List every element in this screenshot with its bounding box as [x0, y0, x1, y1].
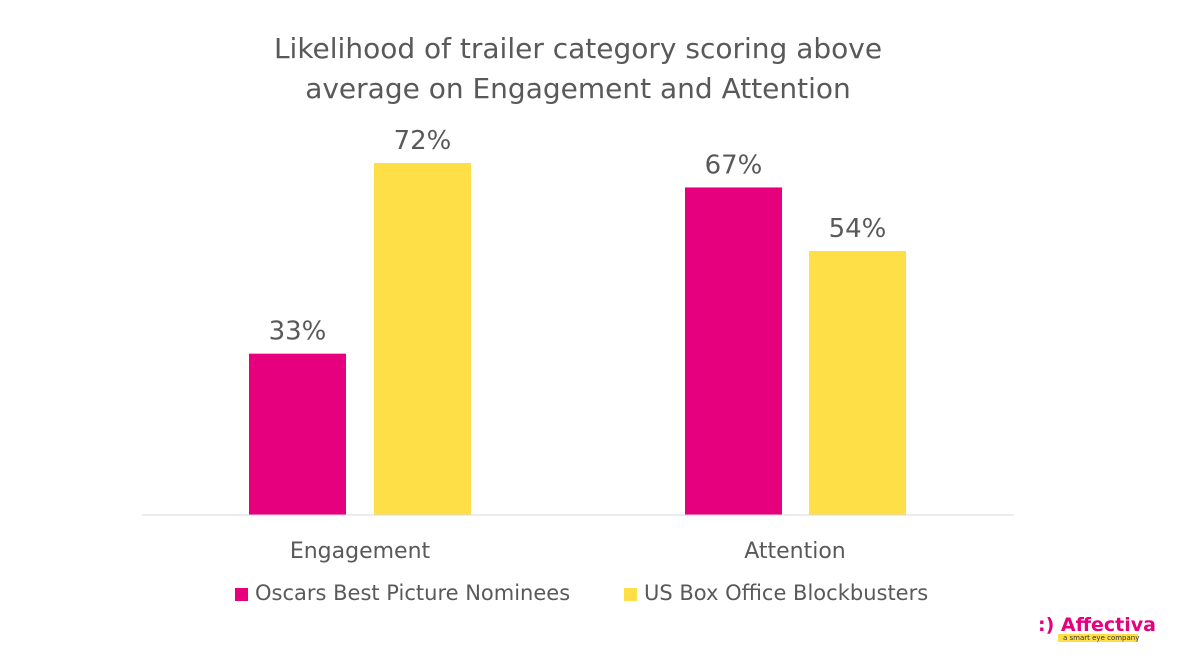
bars-group: [249, 163, 906, 515]
legend-swatch-oscars: [235, 588, 248, 601]
brand-tagline-background: [1058, 634, 1138, 642]
brand-logo-text: :) Affectiva: [1038, 614, 1156, 636]
data-label-engagement-oscars: 33%: [269, 317, 327, 347]
legend-label-oscars: Oscars Best Picture Nominees: [255, 581, 570, 605]
chart-title-line-2: average on Engagement and Attention: [305, 72, 851, 105]
category-label-attention: Attention: [744, 539, 846, 564]
data-label-attention-blockbusters: 54%: [829, 214, 887, 244]
brand-tagline: a smart eye company: [1063, 634, 1139, 642]
data-label-engagement-blockbusters: 72%: [394, 126, 452, 156]
legend-label-blockbusters: US Box Office Blockbusters: [644, 581, 928, 605]
legend-swatch-blockbusters: [624, 588, 637, 601]
bar-attention-oscars: [685, 187, 782, 515]
legend: Oscars Best Picture Nominees US Box Offi…: [235, 581, 928, 605]
category-label-engagement: Engagement: [290, 539, 431, 564]
chart-title-line-1: Likelihood of trailer category scoring a…: [274, 32, 882, 65]
data-labels-group: 33% 67% 72% 54%: [269, 126, 887, 347]
data-label-attention-oscars: 67%: [705, 150, 763, 180]
affectiva-logo: :) Affectiva a smart eye company: [1038, 614, 1156, 642]
bar-attention-blockbusters: [809, 251, 906, 515]
bar-engagement-oscars: [249, 353, 346, 515]
bar-engagement-blockbusters: [374, 163, 471, 515]
